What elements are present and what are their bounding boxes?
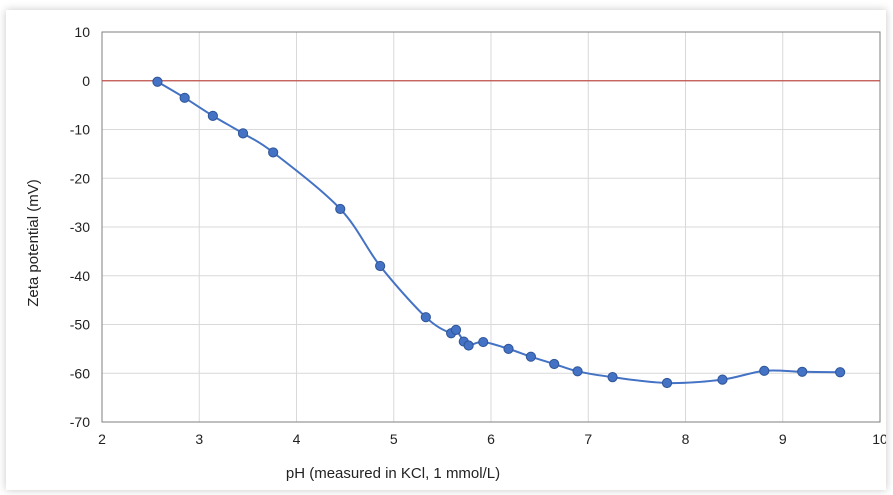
data-point (335, 203, 346, 215)
data-point (420, 312, 431, 323)
data-point (503, 343, 514, 354)
data-point (237, 128, 249, 139)
data-point (525, 351, 536, 362)
data-point (717, 374, 728, 385)
data-point (797, 366, 808, 377)
data-point (607, 372, 618, 383)
data-point (835, 367, 846, 378)
data-point (463, 340, 474, 351)
data-point (478, 336, 489, 348)
x-tick-label: 6 (487, 431, 495, 447)
x-tick-labels: 2 3 4 5 6 7 8 9 10 (98, 431, 886, 447)
y-tick-label: -40 (70, 268, 90, 284)
data-point (152, 76, 163, 87)
x-axis-title: pH (measured in KCl, 1 mmol/L) (286, 465, 500, 482)
chart-frame: 2 3 4 5 6 7 8 9 10 10 0 -10 -20 -30 -40 -50 -60 -70 pH (… (6, 10, 886, 490)
series-line (156, 80, 841, 385)
y-tick-label: -30 (70, 219, 90, 235)
plot-border (101, 31, 881, 423)
y-tick-label: -60 (70, 365, 90, 381)
data-point (661, 377, 673, 389)
data-point (375, 260, 386, 272)
data-point (268, 147, 279, 158)
data-point (549, 358, 560, 370)
plot-area-border (101, 31, 881, 423)
x-tick-label: 10 (872, 431, 886, 447)
y-tick-labels: 10 0 -10 -20 -30 -40 -50 -60 -70 (70, 24, 90, 430)
y-tick-label: -50 (70, 317, 90, 333)
y-tick-label: -20 (70, 170, 90, 186)
x-tick-label: 7 (584, 431, 592, 447)
zeta-potential-chart: 2 3 4 5 6 7 8 9 10 10 0 -10 -20 -30 -40 -50 -60 -70 pH (… (25, 24, 886, 482)
y-tick-label: -10 (70, 122, 90, 138)
data-point (450, 324, 462, 335)
x-tick-label: 8 (682, 431, 690, 447)
data-point (179, 92, 190, 103)
data-point (572, 366, 583, 377)
data-point (759, 365, 770, 376)
y-tick-label: 10 (74, 24, 90, 40)
y-axis-title: Zeta potential (mV) (25, 179, 42, 307)
data-point (207, 110, 218, 121)
x-tick-label: 5 (390, 431, 398, 447)
series-curve (156, 80, 841, 385)
y-tick-label: -70 (70, 414, 90, 430)
grid-lines (101, 31, 881, 423)
series-points (152, 76, 846, 389)
x-tick-label: 2 (98, 431, 106, 447)
y-tick-label: 0 (82, 73, 90, 89)
x-tick-label: 4 (293, 431, 301, 447)
x-tick-label: 3 (195, 431, 203, 447)
x-tick-label: 9 (779, 431, 787, 447)
